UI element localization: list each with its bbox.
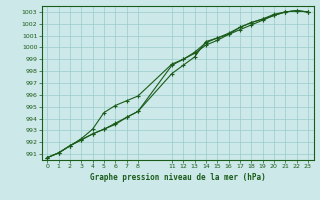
- X-axis label: Graphe pression niveau de la mer (hPa): Graphe pression niveau de la mer (hPa): [90, 173, 266, 182]
